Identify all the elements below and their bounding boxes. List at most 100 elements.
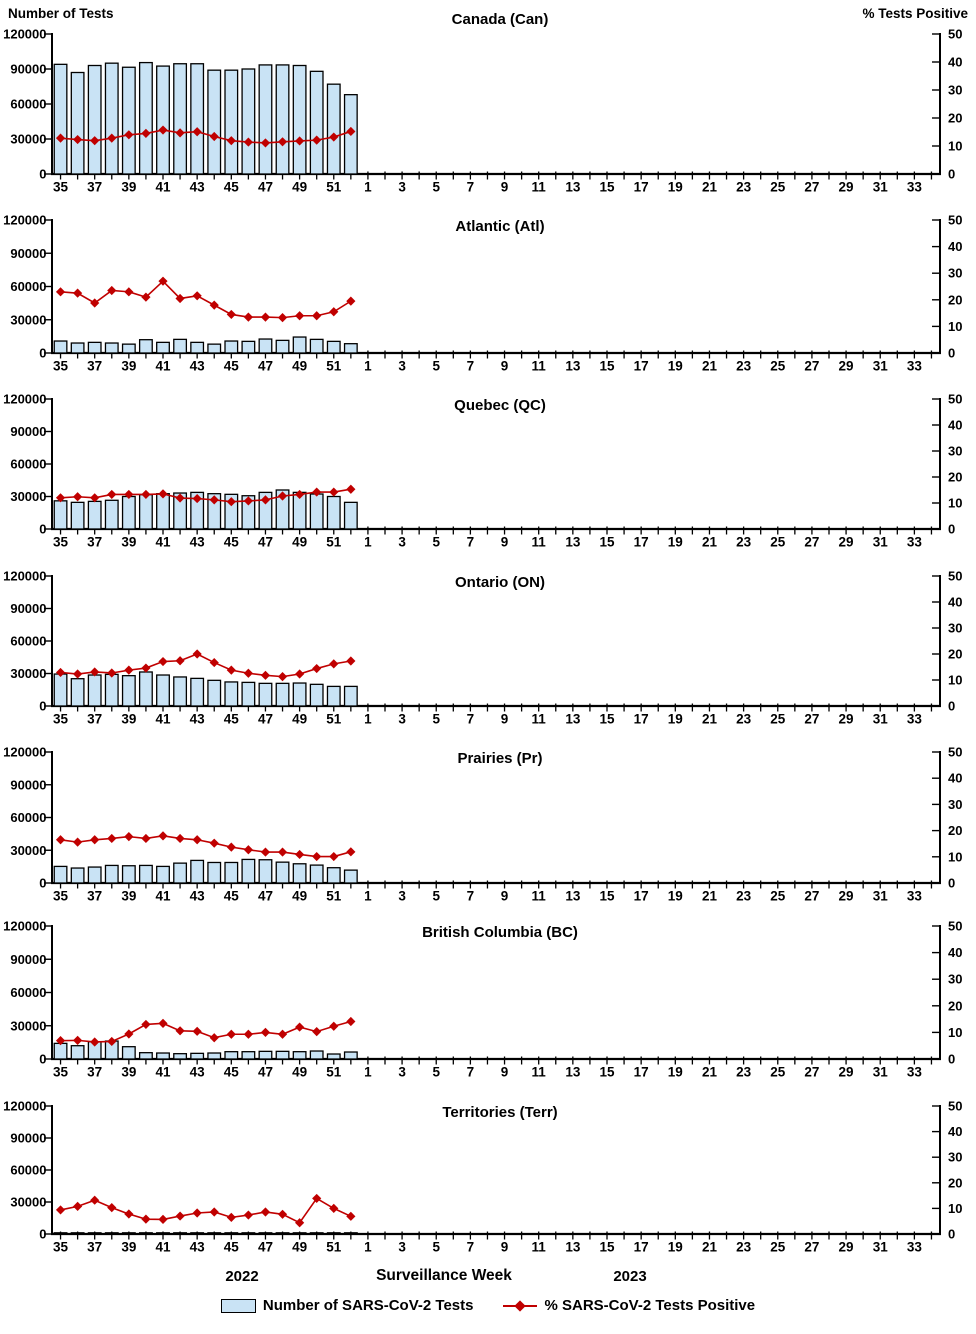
pct-positive-marker [192,649,202,659]
tests-bar [87,341,102,354]
right-tick-label: 20 [948,111,962,126]
x-axis-title: Surveillance Week [376,1267,512,1284]
x-tick-label: 17 [634,1065,649,1080]
x-tick-label: 9 [501,1065,509,1080]
left-tick-label: 90000 [10,601,46,616]
x-tick-label: 49 [292,359,307,374]
pct-positive-marker [141,663,151,673]
x-tick-label: 27 [804,889,819,904]
pct-positive-marker [329,307,339,317]
pct-positive-marker [141,128,151,138]
pct-positive-marker [73,837,83,847]
right-tick-label: 0 [948,346,955,361]
x-tick-label: 25 [770,180,786,195]
pct-positive-marker [295,1218,305,1228]
pct-positive-marker [243,1029,253,1039]
tests-bar [241,1232,256,1235]
x-tick-label: 9 [501,359,509,374]
x-tick-label: 1 [364,1240,372,1255]
right-tick-label: 30 [948,266,962,281]
x-tick-label: 1 [364,359,372,374]
pct-positive-marker [243,496,253,506]
pct-positive-marker [346,1016,356,1027]
x-tick-label: 51 [326,889,342,904]
tests-bar [138,864,153,884]
tests-bar [138,339,153,354]
x-tick-label: 29 [839,1240,854,1255]
pct-positive-marker [192,1026,202,1036]
x-tick-label: 15 [599,712,615,727]
x-tick-label: 5 [432,712,440,727]
pct-positive-line [60,653,351,678]
x-tick-label: 29 [839,889,854,904]
left-tick-label: 30000 [10,1195,46,1210]
pct-positive-marker [209,495,219,505]
x-tick-label: 33 [907,712,923,727]
tests-bar [53,1042,68,1060]
x-tick-label: 47 [258,180,273,195]
tests-bar [190,859,205,884]
x-tick-label: 15 [599,180,615,195]
tests-bar [292,1051,307,1060]
x-tick-label: 21 [702,712,718,727]
x-tick-label: 5 [432,535,440,550]
x-tick-label: 23 [736,180,752,195]
x-tick-label: 21 [702,535,718,550]
pct-positive-marker [329,1203,339,1213]
footer-year-2022: 2022 [225,1268,259,1285]
right-tick-label: 40 [948,945,962,960]
pct-positive-marker [312,487,322,497]
pct-positive-line [60,1020,352,1043]
pct-positive-marker [260,495,271,505]
x-tick-label: 45 [224,889,240,904]
tests-bar [70,501,85,530]
x-tick-label: 37 [87,712,102,727]
pct-positive-marker [329,487,339,497]
left-tick-label: 90000 [10,777,46,792]
left-tick-label: 60000 [10,279,46,294]
right-tick-label: 30 [948,797,962,812]
x-tick-label: 27 [804,1240,819,1255]
pct-positive-marker [141,833,151,844]
tests-bar [343,343,358,354]
panel-terr: Territories (Terr) 0 30000 60000 90000 120000… [3,1099,962,1255]
x-tick-label: 33 [907,889,923,904]
legend-tests-label: Number of SARS-CoV-2 Tests [262,1297,474,1314]
right-tick-label: 0 [948,522,955,537]
x-tick-label: 31 [873,1065,889,1080]
x-tick-label: 3 [398,1240,406,1255]
pct-positive-marker [55,1205,66,1215]
x-tick-label: 43 [190,889,206,904]
left-tick-label: 120000 [3,1099,46,1114]
tests-bar [121,675,136,707]
x-tick-label: 45 [224,1065,240,1080]
right-tick-label: 20 [948,292,962,307]
pct-positive-marker [73,1201,83,1211]
x-tick-label: 13 [565,1065,581,1080]
pct-positive-marker [260,1207,271,1217]
tests-bar [70,342,85,354]
right-tick-label: 50 [948,745,962,760]
pct-positive-marker [158,489,168,499]
pct-positive-line [60,835,352,858]
tests-bar [207,1232,222,1235]
pct-positive-marker [277,491,288,501]
pct-positive-marker [175,493,185,503]
x-tick-label: 23 [736,535,752,550]
pct-positive-marker [346,847,356,857]
pct-positive-marker [295,311,305,321]
x-tick-label: 5 [432,180,440,195]
right-tick-label: 20 [948,470,962,485]
x-tick-label: 11 [532,1065,547,1080]
pct-positive-marker [124,1209,134,1219]
pct-positive-marker [175,128,185,138]
pct-positive-marker [277,1029,288,1039]
tests-bar [53,63,68,175]
tests-bar [258,338,273,354]
right-tick-label: 10 [948,673,962,688]
x-tick-label: 33 [907,1240,923,1255]
x-tick-label: 31 [873,712,889,727]
panel-pr: Prairies (Pr) 0 30000 60000 90000 120000 0 10 20… [3,745,962,904]
pct-positive-marker [73,669,83,679]
x-tick-label: 3 [398,1065,406,1080]
